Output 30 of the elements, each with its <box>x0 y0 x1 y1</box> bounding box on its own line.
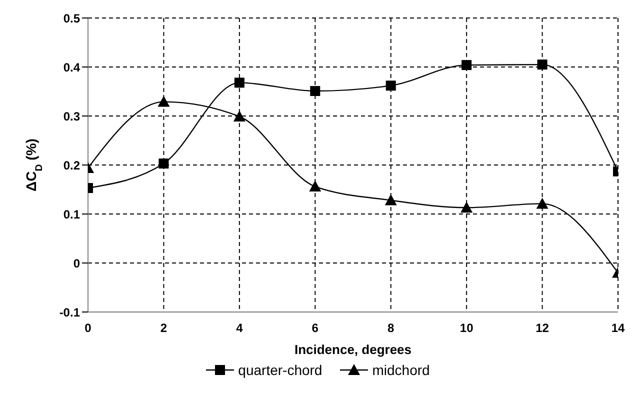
x-axis-title: Incidence, degrees <box>294 342 412 357</box>
x-tick-label: 12 <box>536 321 550 335</box>
point <box>309 180 322 192</box>
point <box>462 60 472 70</box>
x-tick-label: 0 <box>84 321 92 335</box>
point <box>233 110 246 122</box>
y-tick-label: 0.1 <box>63 207 80 222</box>
y-tick-label: -0.1 <box>59 305 80 320</box>
point <box>537 60 548 70</box>
point <box>384 194 397 206</box>
y-tick-label: 0.2 <box>63 158 80 172</box>
point <box>386 80 396 91</box>
x-tick-label: 10 <box>460 321 474 335</box>
y-tick-label: 0.5 <box>63 11 80 26</box>
x-tick-label: 14 <box>611 321 625 335</box>
point <box>460 202 473 213</box>
legend-label: quarter-chord <box>238 362 322 378</box>
y-tick-label: 0.3 <box>63 109 80 124</box>
point <box>158 158 169 169</box>
legend-label: midchord <box>372 362 430 378</box>
y-tick-label: 0.4 <box>63 60 80 74</box>
y-tick-label: 0 <box>73 256 80 270</box>
x-tick-label: 2 <box>160 321 168 335</box>
x-tick-label: 6 <box>312 321 319 335</box>
point <box>310 86 320 96</box>
x-tick-label: 8 <box>388 321 395 335</box>
point <box>158 96 170 107</box>
point <box>234 78 244 88</box>
point <box>536 198 548 209</box>
x-tick-label: 4 <box>236 321 244 335</box>
